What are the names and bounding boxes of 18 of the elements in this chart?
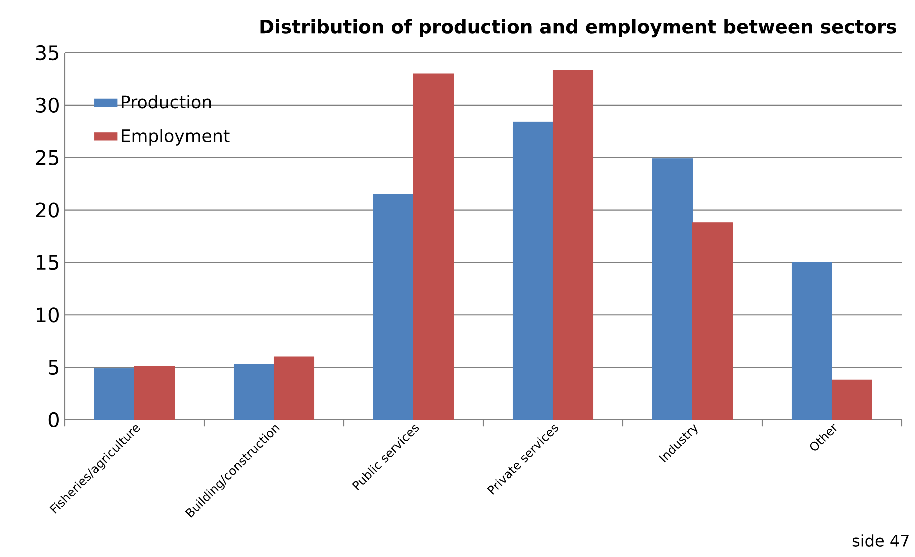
y-tick-label: 15 — [37, 255, 59, 270]
y-tick-label: 10 — [37, 308, 59, 323]
legend-label: Production — [122, 95, 212, 109]
bar — [413, 74, 454, 420]
y-tick-label: 35 — [36, 45, 59, 61]
y-tick-label: 0 — [48, 412, 59, 428]
y-tick-label: 30 — [36, 98, 59, 113]
bar — [134, 366, 176, 420]
text: side 47 — [852, 534, 909, 547]
bar — [692, 222, 734, 420]
chart-title: Distribution of production and employment between sectors — [260, 19, 896, 38]
bar — [832, 380, 873, 420]
legend-label: Employment — [122, 129, 230, 146]
bar — [552, 70, 594, 420]
y-tick-label: 20 — [36, 202, 59, 218]
bar — [274, 356, 315, 420]
y-tick-label: 5 — [49, 360, 59, 376]
y-tick-label: 25 — [36, 150, 59, 166]
